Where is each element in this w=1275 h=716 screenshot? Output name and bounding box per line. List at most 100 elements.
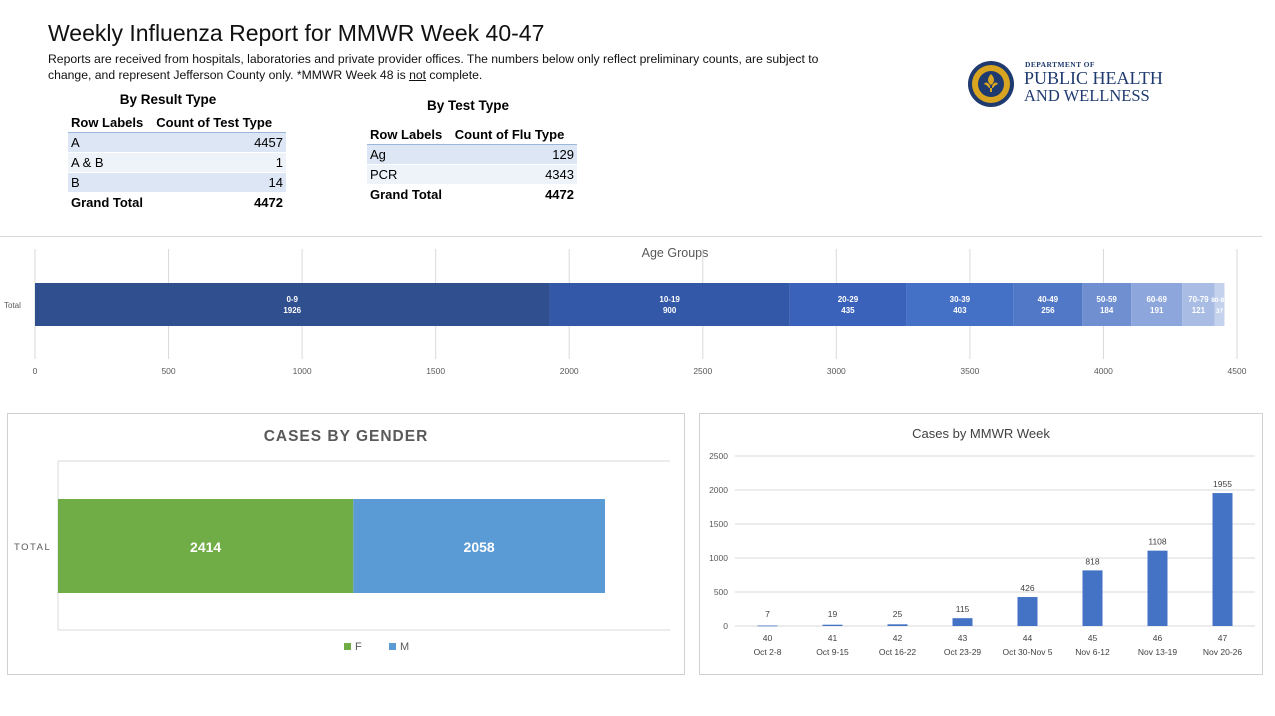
y-tick-label: 1000: [709, 553, 728, 563]
legend-label: M: [400, 641, 409, 653]
header-row-labels: Row Labels: [367, 125, 452, 145]
week-bar: [952, 618, 973, 626]
bar-value-label: 1108: [1148, 537, 1167, 547]
row-label: Ag: [367, 144, 452, 165]
legend-label: F: [355, 641, 362, 653]
x-tick-label: 4500: [1228, 366, 1247, 376]
dept-name-line2: AND WELLNESS: [1024, 86, 1150, 105]
x-tick-label: 3000: [827, 366, 846, 376]
bar-segment-80-89: [1214, 283, 1225, 326]
week-chart-title: Cases by MMWR Week: [912, 426, 1050, 441]
segment-value-label: 2414: [190, 539, 221, 555]
segment-name-label: 40-49: [1038, 295, 1059, 304]
department-logo: [968, 61, 1014, 107]
week-bar: [757, 625, 778, 627]
x-sublabel: Nov 6-12: [1075, 647, 1110, 657]
bar-segment-60-69: [1131, 283, 1183, 326]
bar-segment-40-49: [1013, 283, 1083, 326]
segment-name-label: 80-89: [1211, 297, 1228, 304]
header-count: Count of Flu Type: [451, 125, 577, 145]
x-tick-label: 1500: [426, 366, 445, 376]
row-value: 14: [153, 172, 286, 193]
segment-name-label: 20-29: [838, 295, 859, 304]
week-bar: [1212, 493, 1233, 626]
row-value: 129: [451, 144, 577, 165]
grand-total-row: Grand Total 4472: [367, 184, 577, 205]
subtitle-line2b: complete.: [426, 68, 483, 82]
dept-of-label: DEPARTMENT OF: [1025, 60, 1095, 69]
week-bar: [887, 624, 908, 626]
segment-name-label: 0-9: [286, 295, 298, 304]
segment-value-label: 121: [1192, 306, 1206, 315]
result-type-table: Row Labels Count of Test Type A 4457 A &…: [68, 113, 286, 213]
y-tick-label: 1500: [709, 519, 728, 529]
table-row: A 4457: [68, 132, 286, 153]
x-tick-label: 0: [33, 366, 38, 376]
header-row-labels: Row Labels: [68, 113, 154, 133]
segment-value-label: 403: [953, 306, 967, 315]
x-sublabel: Oct 23-29: [944, 647, 982, 657]
total-label: Grand Total: [367, 184, 452, 205]
report-title: Weekly Influenza Report for MMWR Week 40…: [48, 20, 545, 46]
row-label: A & B: [68, 152, 154, 173]
y-tick-label: 2500: [709, 451, 728, 461]
x-sublabel: Oct 2-8: [754, 647, 782, 657]
header-count: Count of Test Type: [153, 113, 286, 133]
bar-value-label: 1955: [1213, 479, 1232, 489]
segment-value-label: 184: [1100, 306, 1114, 315]
row-value: 4457: [153, 132, 286, 153]
report-subtitle: Reports are received from hospitals, lab…: [48, 51, 848, 83]
x-tick-label: 4000: [1094, 366, 1113, 376]
x-tick-label: 46: [1153, 633, 1163, 643]
test-table-caption: By Test Type: [426, 98, 510, 113]
x-tick-label: 40: [763, 633, 773, 643]
total-value: 4472: [451, 184, 577, 205]
row-value: 4343: [451, 164, 577, 185]
row-value: 1: [153, 152, 286, 173]
dept-name-line1: PUBLIC HEALTH: [1024, 68, 1163, 88]
category-label: Total: [4, 301, 21, 310]
x-tick-label: 500: [161, 366, 175, 376]
segment-name-label: 60-69: [1146, 295, 1167, 304]
x-sublabel: Nov 20-26: [1203, 647, 1242, 657]
segment-value-label: 191: [1150, 306, 1164, 315]
table-row: PCR 4343: [367, 164, 577, 185]
row-label: B: [68, 172, 154, 193]
bar-value-label: 426: [1020, 583, 1034, 593]
legend-swatch-F: [344, 643, 351, 650]
bar-segment-0-9: [35, 283, 550, 326]
bar-value-label: 115: [956, 604, 970, 614]
table-row: A & B 1: [68, 152, 286, 173]
row-label: A: [68, 132, 154, 153]
x-sublabel: Nov 13-19: [1138, 647, 1177, 657]
grand-total-row: Grand Total 4472: [68, 192, 286, 213]
table-header-row: Row Labels Count of Test Type: [68, 113, 286, 133]
x-tick-label: 44: [1023, 633, 1033, 643]
x-tick-label: 2500: [693, 366, 712, 376]
table-row: B 14: [68, 172, 286, 193]
subtitle-line2a: change, and represent Jefferson County o…: [48, 68, 410, 82]
fleur-de-lis-icon: [984, 74, 998, 92]
test-type-table: Row Labels Count of Flu Type Ag 129 PCR …: [367, 125, 577, 205]
bar-value-label: 7: [765, 609, 770, 619]
category-label: TOTAL: [14, 542, 51, 553]
segment-name-label: 50-59: [1096, 295, 1117, 304]
cases-by-gender-chart: CASES BY GENDER TOTAL 2414 2058 F M: [14, 428, 670, 653]
cases-by-week-chart: Cases by MMWR Week 0 500 1000 1500 2000 2500 7 4…: [709, 426, 1255, 657]
age-groups-chart: Age Groups 0 500 1000 1500 2000 2500 3000 3500 40…: [4, 246, 1247, 376]
segment-value-label: 2058: [464, 539, 495, 555]
segment-name-label: 70-79: [1188, 295, 1209, 304]
bar-value-label: 818: [1085, 556, 1099, 566]
bar-value-label: 25: [893, 609, 903, 619]
y-tick-label: 0: [723, 621, 728, 631]
week-bar: [1147, 550, 1168, 626]
week-bar: [822, 624, 843, 626]
bar-value-label: 19: [828, 609, 838, 619]
week-chart-panel: Cases by MMWR Week 0 500 1000 1500 2000 2500 7 4…: [699, 413, 1263, 675]
x-tick-label: 1000: [293, 366, 312, 376]
section-divider: [0, 236, 1262, 237]
table-header-row: Row Labels Count of Flu Type: [367, 125, 577, 145]
segment-value-label: 1926: [283, 306, 301, 315]
x-tick-label: 43: [958, 633, 968, 643]
row-label: PCR: [367, 164, 452, 185]
